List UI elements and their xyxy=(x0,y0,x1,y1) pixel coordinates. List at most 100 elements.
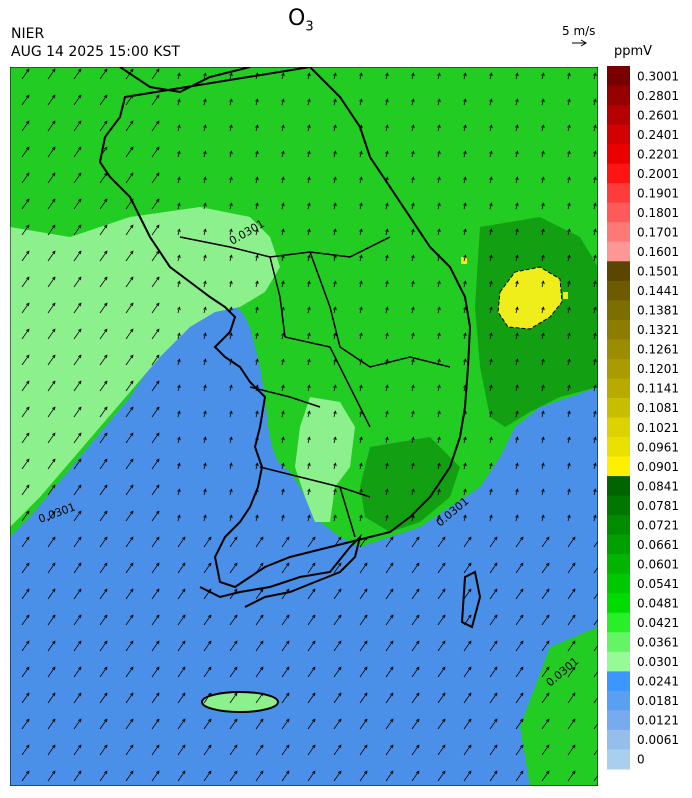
wind-arrow-head xyxy=(260,692,264,697)
wind-arrow-head xyxy=(593,202,597,207)
wind-arrow xyxy=(385,562,394,574)
wind-arrow xyxy=(203,489,206,496)
wind-arrow-head xyxy=(463,202,467,207)
wind-arrow-head xyxy=(130,328,134,333)
wind-arrow-head xyxy=(515,202,519,207)
wind-arrow xyxy=(411,333,414,340)
wind-arrow-head xyxy=(52,120,56,125)
wind-arrow-head xyxy=(494,666,498,671)
wind-arrow-head xyxy=(26,770,30,775)
jeju-island xyxy=(201,691,279,713)
wind-arrow xyxy=(203,333,206,340)
wind-arrow-head xyxy=(281,98,285,103)
wind-arrow xyxy=(125,510,134,522)
wind-arrow-head xyxy=(442,692,446,697)
wind-arrow xyxy=(125,224,134,236)
wind-arrow-head xyxy=(156,276,160,281)
wind-arrow xyxy=(307,515,310,522)
wind-arrow xyxy=(541,489,544,496)
wind-arrow xyxy=(203,744,212,756)
wind-arrow-head xyxy=(385,280,389,285)
wind-arrow-head xyxy=(104,640,108,645)
light-green-band xyxy=(10,207,280,527)
wind-arrow xyxy=(359,177,362,184)
wind-arrow xyxy=(99,380,108,392)
wind-arrow xyxy=(385,536,394,548)
wind-arrow-head xyxy=(541,176,545,181)
wind-arrow xyxy=(385,333,388,340)
wind-arrow xyxy=(385,229,388,236)
legend-swatch xyxy=(607,163,630,184)
wind-arrow xyxy=(333,614,342,626)
wind-arrow xyxy=(567,359,570,366)
wind-arrow xyxy=(99,640,108,652)
wind-arrow xyxy=(489,562,498,574)
wind-arrow-head xyxy=(364,536,368,541)
wind-arrow xyxy=(125,250,134,262)
wind-arrow xyxy=(21,588,30,600)
wind-arrow-head xyxy=(411,202,415,207)
wind-arrow-head xyxy=(546,744,550,749)
legend-label: 0.0241 xyxy=(637,675,679,689)
wind-arrow xyxy=(385,744,394,756)
wind-arrow xyxy=(255,281,258,288)
wind-arrow xyxy=(515,307,518,314)
wind-arrow-head xyxy=(104,302,108,307)
wind-arrow-head xyxy=(489,332,493,337)
forecast-timestamp: AUG 14 2025 15:00 KST xyxy=(11,44,180,60)
wind-arrow-head xyxy=(520,562,524,567)
wind-arrow-head xyxy=(593,384,597,389)
wind-arrow xyxy=(437,203,440,210)
wind-arrow-head xyxy=(286,718,290,723)
wind-arrow xyxy=(411,692,420,704)
wind-arrow-head xyxy=(359,98,363,103)
wind-arrow xyxy=(385,411,388,418)
wind-arrow xyxy=(567,255,570,262)
wind-arrow xyxy=(177,489,180,496)
wind-arrow xyxy=(411,255,414,262)
wind-arrow-head xyxy=(593,436,597,441)
wind-arrow xyxy=(307,307,310,314)
wind-arrow xyxy=(411,536,420,548)
wind-arrow xyxy=(21,380,30,392)
wind-arrow xyxy=(567,73,570,80)
wind-arrow-head xyxy=(156,770,160,775)
wind-arrow xyxy=(307,437,310,444)
wind-arrow-head xyxy=(104,614,108,619)
wind-arrow-head xyxy=(333,384,337,389)
wind-arrow-head xyxy=(338,718,342,723)
wind-arrow-head xyxy=(104,588,108,593)
wind-arrow-head xyxy=(130,224,134,229)
wind-arrow xyxy=(151,432,160,444)
wind-arrow xyxy=(73,614,82,626)
wind-arrow-head xyxy=(203,124,207,129)
wind-arrow xyxy=(177,718,186,730)
wind-arrow-head xyxy=(385,358,389,363)
wind-arrow-head xyxy=(593,254,597,259)
wind-arrow xyxy=(463,437,466,444)
wind-arrow-head xyxy=(515,462,519,467)
wind-arrow xyxy=(47,94,56,106)
wind-arrow-head xyxy=(520,770,524,775)
wind-arrow xyxy=(151,666,160,678)
wind-arrow-head xyxy=(442,666,446,671)
wind-arrow xyxy=(489,359,492,366)
wind-arrow-head xyxy=(541,98,545,103)
wind-arrow-head xyxy=(593,488,597,493)
wind-arrow-head xyxy=(78,510,82,515)
wind-arrow-head xyxy=(208,744,212,749)
wind-arrow xyxy=(281,359,284,366)
wind-arrow xyxy=(463,359,466,366)
wind-arrow xyxy=(229,177,232,184)
wind-arrow-head xyxy=(26,458,30,463)
wind-arrow xyxy=(385,666,394,678)
wind-arrow-head xyxy=(463,280,467,285)
wind-arrow-head xyxy=(411,124,415,129)
wind-arrow-head xyxy=(208,588,212,593)
wind-arrow-head xyxy=(177,98,181,103)
wind-arrow xyxy=(21,666,30,678)
wind-arrow xyxy=(99,302,108,314)
wind-arrow-head xyxy=(78,380,82,385)
wind-arrow xyxy=(21,172,30,184)
wind-arrow xyxy=(515,437,518,444)
